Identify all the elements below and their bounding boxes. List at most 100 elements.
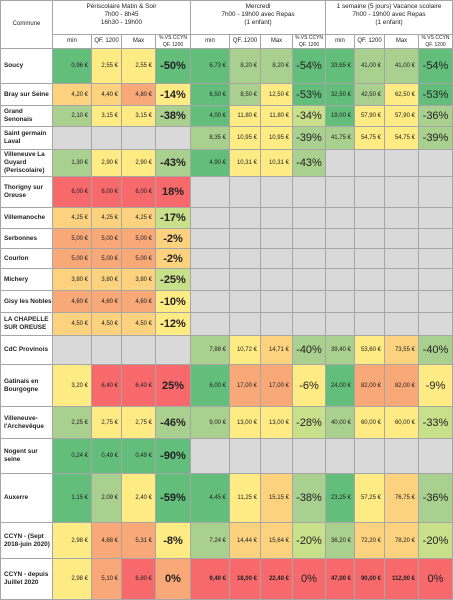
value-cell <box>384 312 419 336</box>
value-cell: 22,40 € <box>260 558 293 600</box>
value-cell: 0,49 € <box>121 438 156 474</box>
pct-value: -2% <box>163 232 183 245</box>
value-cell: 1,30 € <box>52 149 92 177</box>
pct-cell <box>418 438 453 474</box>
vacances-pct-label: % VS CCYN QF. 1200 <box>421 35 450 48</box>
value-cell: 4,25 € <box>91 207 122 229</box>
value-cell: 2,90 € <box>121 149 156 177</box>
value: 41,75 € <box>330 135 351 141</box>
value-cell: 32,50 € <box>325 83 355 106</box>
pct-cell <box>292 268 326 291</box>
pct-value: 18% <box>161 186 185 198</box>
value: 15,64 € <box>268 537 289 544</box>
pct-cell: -10% <box>155 290 191 313</box>
value-cell <box>260 312 293 336</box>
value: 76,75 € <box>394 495 415 501</box>
value-cell: 40,00 € <box>325 406 355 439</box>
pct-cell: -50% <box>155 48 191 84</box>
value-cell <box>229 268 261 291</box>
value-cell: 3,15 € <box>91 105 122 127</box>
pct-cell <box>418 268 453 291</box>
value-cell: 82,00 € <box>354 364 385 407</box>
value: 9,00 € <box>209 419 226 426</box>
value-cell: 10,31 € <box>229 149 261 177</box>
value: 5,00 € <box>135 235 152 242</box>
vacances-group-header: 1 semaine (5 jours) Vacance scolaire 7h00… <box>325 0 453 35</box>
value: 5,00 € <box>71 255 88 262</box>
value-cell: 10,31 € <box>260 149 293 177</box>
commune-cell: Saint germain Laval <box>0 126 53 150</box>
value: 13,00 € <box>236 419 257 426</box>
value: 2,25 € <box>71 419 88 426</box>
value-cell: 11,25 € <box>229 473 261 523</box>
value-cell <box>354 268 385 291</box>
pct-value: -90% <box>160 450 186 462</box>
value-cell: 6,00 € <box>190 364 230 407</box>
value: 33,65 € <box>330 63 351 69</box>
value: 4,25 € <box>101 215 118 221</box>
pct-value: -38% <box>160 110 186 122</box>
mercredi-pct-label: % VS CCYN QF. 1200 <box>294 35 324 48</box>
value: 2,40 € <box>135 495 152 501</box>
commune-name: Michery <box>4 275 29 283</box>
value: 8,50 € <box>240 91 257 98</box>
commune-name: Nogent sur seine <box>4 448 38 463</box>
value: 32,50 € <box>330 91 351 98</box>
value-cell <box>190 268 230 291</box>
value-cell <box>354 312 385 336</box>
value-cell <box>354 149 385 177</box>
value-cell: 2,75 € <box>121 406 156 439</box>
value-cell: 78,20 € <box>384 522 419 559</box>
commune-name: LA CHAPELLE SUR OREUSE <box>4 316 49 331</box>
commune-name: Saint germain Laval <box>4 130 47 145</box>
value-cell: 14,44 € <box>229 522 261 559</box>
value: 5,31 € <box>135 537 152 544</box>
value-cell: 4,25 € <box>52 207 92 229</box>
value-cell: 8,20 € <box>260 48 293 84</box>
value: 54,75 € <box>394 135 415 141</box>
commune-cell: Michery <box>0 268 53 291</box>
pct-cell: -46% <box>155 406 191 439</box>
periscolaire-hours: 7h00 - 8h45 <box>104 10 139 18</box>
value-cell: 4,45 € <box>190 473 230 523</box>
value: 18,00 € <box>236 576 257 582</box>
value: 2,98 € <box>71 576 88 582</box>
value-cell: 17,00 € <box>229 364 261 407</box>
value-cell <box>260 207 293 229</box>
value-cell: 2,10 € <box>52 105 92 127</box>
periscolaire-min-label: min <box>67 38 77 45</box>
value-cell: 39,40 € <box>325 335 355 365</box>
commune-cell: CdC Provinois <box>0 335 53 365</box>
pct-cell: -9% <box>418 364 453 407</box>
value-cell <box>354 176 385 208</box>
value-cell <box>325 149 355 177</box>
value-cell: 13,00 € <box>260 406 293 439</box>
value-cell: 9,40 € <box>190 558 230 600</box>
pct-cell: -38% <box>155 105 191 127</box>
value-cell <box>325 248 355 269</box>
value: 82,00 € <box>360 382 381 389</box>
mercredi-pct-header: % VS CCYN QF. 1200 <box>292 34 326 49</box>
value-cell: 5,31 € <box>121 522 156 559</box>
value-cell: 62,50 € <box>384 83 419 106</box>
pct-value: -36% <box>422 492 449 504</box>
value-cell: 6,00 € <box>91 176 122 208</box>
pct-value: 0% <box>427 573 444 585</box>
pct-value: -43% <box>296 157 322 169</box>
value: 6,40 € <box>135 382 152 389</box>
value: 4,20 € <box>71 91 88 98</box>
value-cell: 3,80 € <box>91 268 122 291</box>
value: 47,00 € <box>330 576 351 582</box>
value: 8,20 € <box>272 63 289 69</box>
value: 6,50 € <box>209 91 226 98</box>
pct-value: -50% <box>160 60 186 72</box>
value-cell: 7,24 € <box>190 522 230 559</box>
value-cell <box>384 149 419 177</box>
periscolaire-group-header: Périscolaire Matin & Soir 7h00 - 8h45 16h3… <box>52 0 191 35</box>
value: 7,88 € <box>209 347 226 353</box>
commune-name: CCYN - depuis Juillet 2020 <box>4 571 49 586</box>
value-cell: 4,25 € <box>121 207 156 229</box>
commune-name: Thorigny sur Oreuse <box>4 184 44 199</box>
pct-value: 0% <box>165 573 181 585</box>
